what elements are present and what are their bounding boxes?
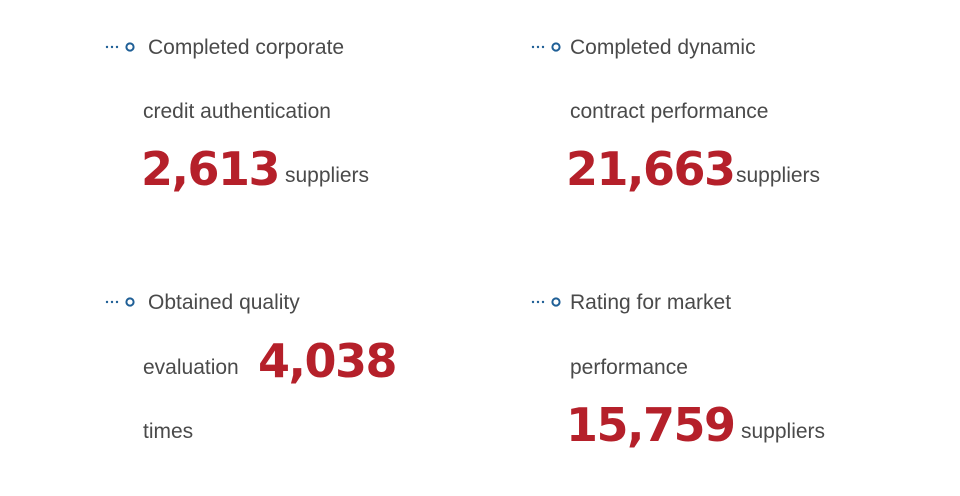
stat-unit: suppliers xyxy=(285,164,370,187)
stat-unit: suppliers xyxy=(741,420,826,443)
dotted-circle-bullet-icon xyxy=(531,297,561,307)
stat-number: 15,759 xyxy=(566,398,736,452)
dotted-circle-bullet-icon xyxy=(105,42,135,52)
stat-label-line-1: Obtained quality xyxy=(148,291,300,314)
stat-label-line-1: Completed dynamic xyxy=(570,36,756,59)
stat-label-line-2: performance xyxy=(570,356,688,379)
stat-number: 21,663 xyxy=(566,142,736,196)
stat-unit: suppliers xyxy=(736,164,821,187)
stat-label-line-1: Completed corporate xyxy=(148,36,345,59)
stat-number: 2,613 xyxy=(141,142,281,196)
stat-unit: times xyxy=(143,420,194,443)
stat-label-line-2: evaluation xyxy=(143,356,239,379)
stat-label-line-1: Rating for market xyxy=(570,291,732,314)
stat-label-line-2: credit authentication xyxy=(143,100,331,123)
stat-number: 4,038 xyxy=(258,334,398,388)
stat-label-line-2: contract performance xyxy=(570,100,769,123)
dotted-circle-bullet-icon xyxy=(105,297,135,307)
dotted-circle-bullet-icon xyxy=(531,42,561,52)
